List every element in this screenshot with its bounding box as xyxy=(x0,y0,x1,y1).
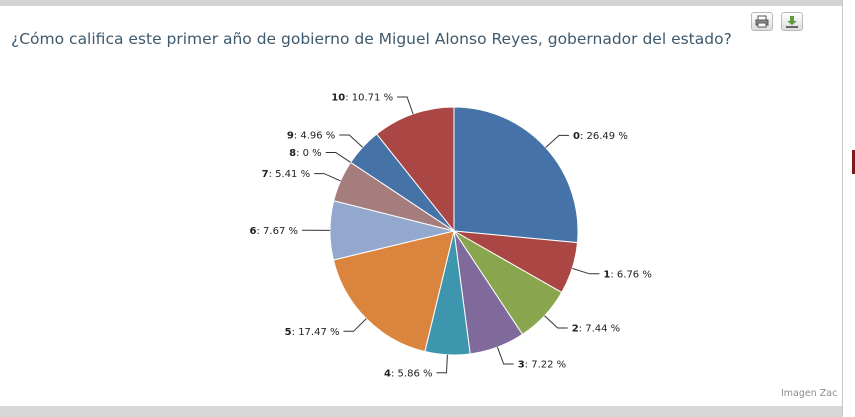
slice-label-4: 4: 5.86 % xyxy=(384,368,432,379)
download-icon xyxy=(786,16,798,28)
slice-label-7: 7: 5.41 % xyxy=(262,169,310,180)
pie-slice-0[interactable] xyxy=(453,106,579,244)
side-marker xyxy=(852,150,855,174)
printer-icon xyxy=(755,15,769,28)
pie-slice-5[interactable] xyxy=(332,230,455,353)
slice-label-10: 10: 10.71 % xyxy=(331,93,393,104)
pie-slices xyxy=(329,106,579,356)
connector-10 xyxy=(397,96,414,115)
print-button[interactable] xyxy=(751,12,773,31)
pie-labels: 0: 26.49 % 1: 6.76 % 2: 7.44 % 3: 7.22 % 4: … xyxy=(250,93,652,380)
chart-title: ¿Cómo califica este primer año de gobier… xyxy=(11,30,732,48)
connector-4 xyxy=(436,354,448,374)
slice-label-2: 2: 7.44 % xyxy=(572,324,620,335)
slice-label-5: 5: 17.47 % xyxy=(285,327,340,338)
slice-label-9: 9: 4.96 % xyxy=(287,131,335,142)
connector-1 xyxy=(572,267,600,275)
side-scroll-strip xyxy=(842,0,855,417)
slice-label-8: 8: 0 % xyxy=(289,148,322,159)
export-button[interactable] xyxy=(781,12,803,31)
slice-label-6: 6: 7.67 % xyxy=(250,226,298,237)
slice-label-0: 0: 26.49 % xyxy=(573,131,628,142)
connector-7 xyxy=(314,173,341,182)
bottom-strip xyxy=(0,406,842,417)
connector-8 xyxy=(325,152,351,163)
connector-2 xyxy=(544,315,568,329)
credit-text: Imagen Zac xyxy=(781,388,838,399)
slice-label-3: 3: 7.22 % xyxy=(518,360,566,371)
connector-5 xyxy=(343,318,367,332)
slice-label-1: 1: 6.76 % xyxy=(603,269,651,280)
pie-slice-10[interactable] xyxy=(376,106,455,233)
connector-0 xyxy=(545,134,569,148)
connector-3 xyxy=(496,346,514,365)
connector-9 xyxy=(339,134,363,148)
